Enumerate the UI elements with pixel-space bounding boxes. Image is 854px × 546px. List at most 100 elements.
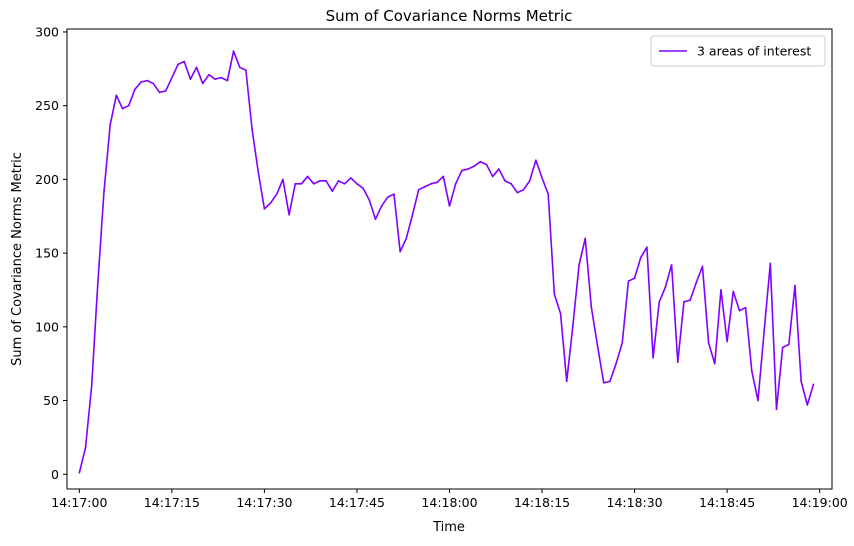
- y-tick-label: 0: [51, 467, 59, 482]
- data-point: [584, 237, 587, 240]
- data-point: [485, 163, 488, 166]
- data-point: [214, 78, 216, 80]
- data-point: [794, 284, 796, 287]
- y-axis-title: Sum of Covariance Norms Metric: [10, 152, 25, 366]
- data-point: [454, 183, 457, 185]
- x-tick-label: 14:17:45: [329, 495, 385, 510]
- data-point: [689, 299, 691, 302]
- data-point: [639, 256, 642, 259]
- data-point: [646, 246, 648, 249]
- data-point: [461, 169, 463, 172]
- data-point: [627, 280, 630, 282]
- y-tick-label: 150: [35, 246, 59, 261]
- data-point: [356, 183, 358, 185]
- data-point: [177, 63, 179, 66]
- y-tick-label: 100: [35, 319, 59, 334]
- data-point: [152, 82, 155, 85]
- data-point: [121, 107, 124, 110]
- data-point: [572, 324, 574, 327]
- data-point: [498, 168, 500, 170]
- data-point: [257, 171, 260, 173]
- data-point: [541, 177, 543, 179]
- data-point: [788, 343, 790, 346]
- data-point: [387, 196, 389, 198]
- data-point: [658, 300, 661, 303]
- x-tick-label: 14:18:00: [421, 495, 477, 510]
- data-point: [726, 340, 728, 343]
- data-point: [140, 81, 142, 83]
- data-point: [325, 180, 327, 182]
- data-point: [158, 91, 161, 94]
- data-point: [245, 69, 247, 72]
- data-point: [448, 205, 451, 207]
- data-point: [226, 79, 229, 82]
- data-point: [294, 183, 297, 185]
- data-point: [578, 264, 580, 266]
- data-point: [812, 383, 815, 386]
- data-point: [282, 178, 284, 181]
- data-point: [411, 213, 414, 216]
- data-point: [565, 380, 568, 383]
- data-point: [553, 293, 556, 296]
- data-point: [275, 193, 278, 195]
- data-point: [300, 183, 303, 185]
- data-point: [306, 175, 309, 178]
- data-point: [195, 66, 198, 69]
- data-point: [763, 330, 765, 333]
- data-point: [109, 124, 111, 126]
- data-point: [775, 408, 778, 411]
- y-tick-label: 250: [35, 98, 59, 113]
- x-tick-label: 14:17:30: [236, 495, 292, 510]
- data-point: [683, 300, 685, 303]
- data-point: [596, 345, 599, 347]
- data-point: [399, 250, 401, 253]
- data-point: [288, 213, 290, 216]
- data-point: [115, 94, 118, 97]
- data-point: [127, 104, 130, 107]
- data-point: [337, 180, 340, 182]
- data-point: [146, 79, 148, 82]
- chart-title: Sum of Covariance Norms Metric: [326, 7, 573, 25]
- data-point: [319, 180, 321, 182]
- data-point: [232, 50, 235, 52]
- data-point: [84, 446, 87, 449]
- data-point: [368, 199, 371, 201]
- data-point: [744, 306, 747, 309]
- data-point: [781, 346, 784, 349]
- data-point: [769, 262, 772, 265]
- data-point: [220, 76, 223, 79]
- x-tick-label: 14:17:15: [144, 495, 200, 510]
- data-point: [171, 76, 173, 79]
- y-axis: 0 50 100 150 200 250 300: [35, 24, 67, 482]
- data-point: [516, 191, 519, 194]
- data-point: [695, 281, 698, 284]
- data-point: [701, 265, 704, 268]
- y-tick-label: 300: [35, 24, 59, 39]
- data-point: [201, 82, 204, 85]
- data-point: [183, 60, 186, 63]
- y-tick-label: 200: [35, 172, 59, 187]
- data-point: [467, 168, 469, 170]
- data-point: [473, 165, 475, 167]
- data-point: [751, 370, 753, 372]
- data-point: [436, 181, 438, 184]
- x-tick-label: 14:18:45: [699, 495, 755, 510]
- data-point: [522, 188, 525, 191]
- data-point: [424, 185, 426, 188]
- data-point: [528, 180, 531, 182]
- data-point: [442, 175, 445, 178]
- data-point: [417, 188, 420, 191]
- legend-label-3-areas-of-interest: 3 areas of interest: [697, 44, 811, 59]
- y-tick-label: 50: [43, 393, 59, 408]
- data-point: [343, 183, 346, 185]
- data-point: [757, 399, 759, 402]
- data-point: [559, 312, 562, 315]
- data-point: [732, 290, 735, 293]
- data-point: [331, 190, 334, 192]
- x-tick-label: 14:18:15: [514, 495, 570, 510]
- data-point: [707, 342, 710, 344]
- data-point: [430, 183, 432, 185]
- data-point: [615, 362, 617, 365]
- data-point: [800, 380, 802, 383]
